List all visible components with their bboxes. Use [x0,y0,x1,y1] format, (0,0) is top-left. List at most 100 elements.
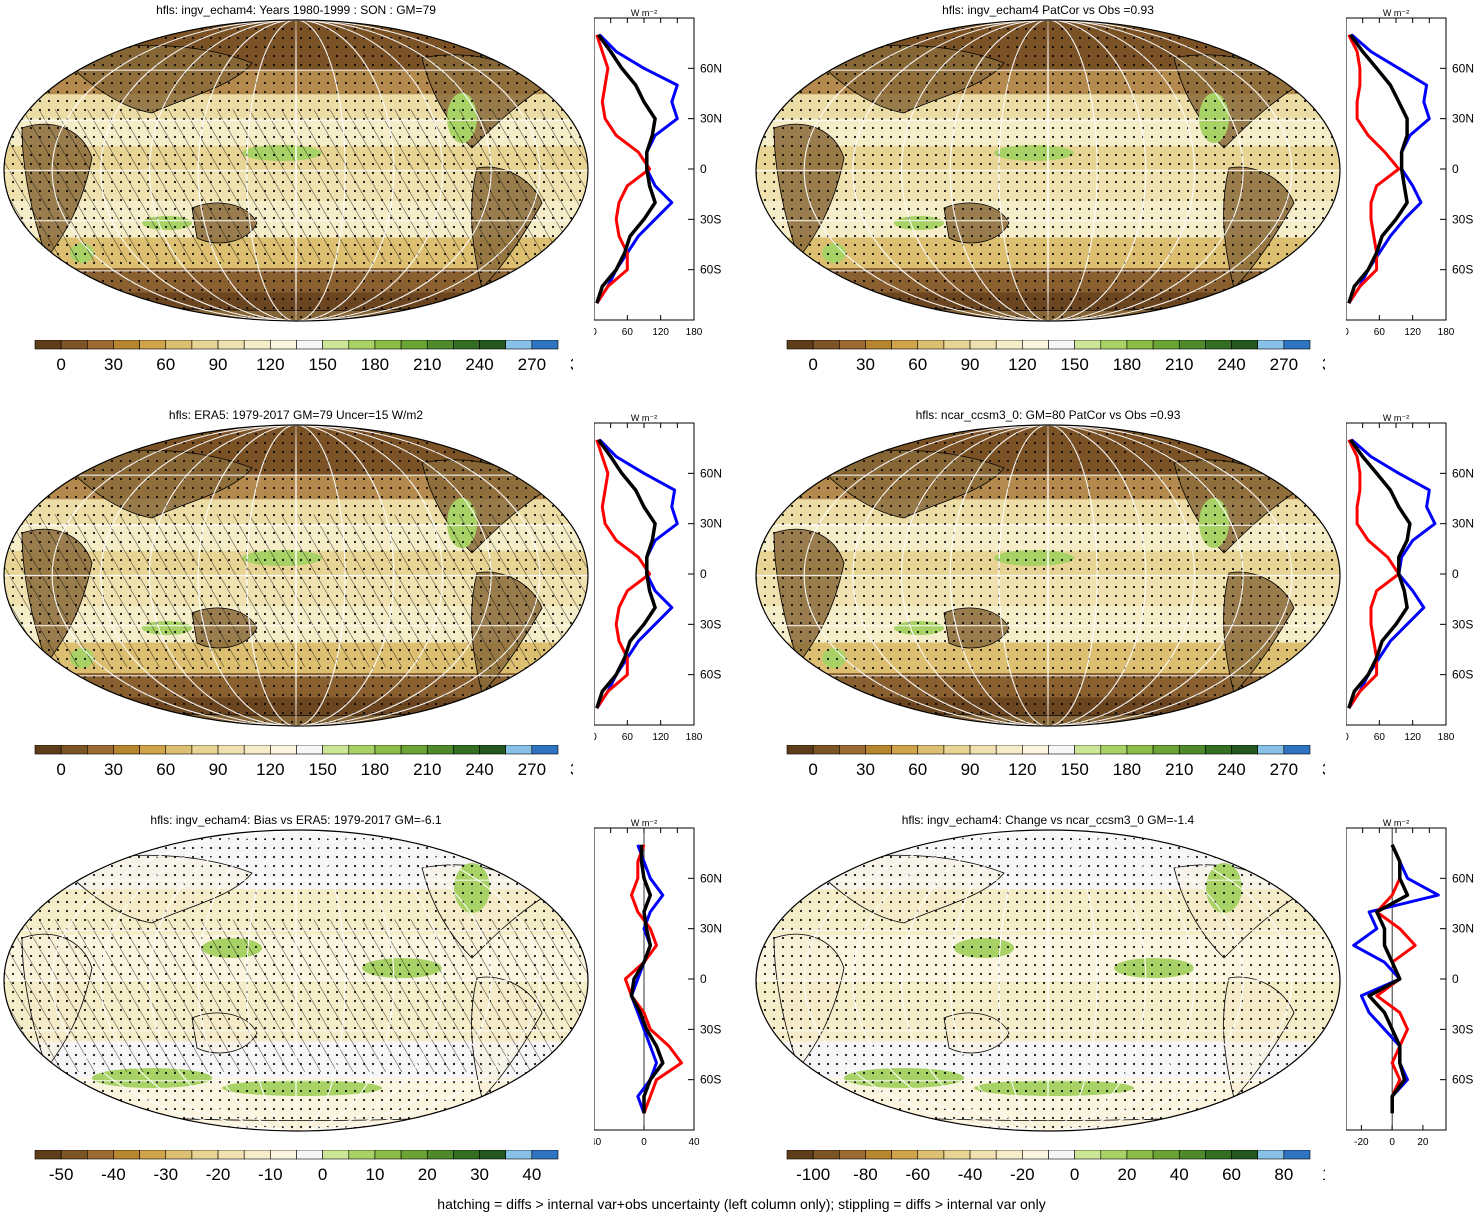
colorbar-label: 90 [209,355,228,374]
colorbar-swatch [838,744,866,755]
profile-line-red [1347,34,1401,305]
colorbar-swatch [426,339,454,350]
colorbar-swatch [60,1149,88,1160]
colorbar-swatch [865,1149,892,1160]
profile-line-black [629,844,665,1114]
colorbar-swatch [505,744,533,755]
latitude-tick-label: 30S [1452,1022,1473,1036]
colorbar-swatch [969,744,997,755]
profile-unit-label: W m⁻² [631,8,657,18]
colorbar-swatch [113,744,140,755]
colorbar-swatch [1257,339,1285,350]
colorbar-swatch [1100,744,1128,755]
figure-panel: hfls: ingv_echam4: Change vs ncar_ccsm3_… [752,810,1483,1210]
colorbar-swatch [374,1149,402,1160]
figure-panel: hfls: ingv_echam4 PatCor vs Obs =0.93 0 30… [752,0,1483,400]
latitude-tick-label: 60S [700,668,721,682]
latitude-tick-label: 30S [700,1022,721,1036]
colorbar-swatch [296,339,323,350]
latitude-tick-label: 0 [700,567,707,581]
colorbar-swatch [86,339,114,350]
colorbar-label: 30 [470,1165,489,1184]
colorbar-label: 210 [413,760,441,779]
colorbar-label: 300 [570,760,573,779]
colorbar-label: 180 [1113,355,1141,374]
colorbar-swatch [322,1149,350,1160]
robinson-map [755,424,1341,727]
colorbar-swatch [34,744,62,755]
profile-x-tick-label: 180 [1438,327,1455,338]
colorbar-swatch [348,339,376,350]
colorbar-swatch [243,339,271,350]
colorbar-swatch [217,744,245,755]
colorbar-label: 300 [570,355,573,374]
colorbar-label: 150 [1060,760,1088,779]
colorbar-swatch [1152,339,1180,350]
robinson-map [3,424,589,727]
colorbar-swatch [786,339,814,350]
latitude-tick-label: 60N [700,871,722,885]
colorbar-swatch [943,744,971,755]
profile-x-tick-label: 120 [1404,732,1421,743]
colorbar-swatch [139,744,167,755]
colorbar: 0 30 60 90 120 150 180 210 240 270 300 [30,339,598,390]
profile-x-tick-label: 0 [641,1137,647,1148]
colorbar-swatch [1178,1149,1206,1160]
figure-footnote: hatching = diffs > internal var+obs unce… [437,1196,1046,1212]
latitude-tick-label: 30S [700,212,721,226]
colorbar-label: 80 [1274,1165,1293,1184]
profile-unit-label: W m⁻² [631,413,657,423]
latitude-tick-label: 30N [1452,112,1474,126]
profile-line-blue [630,844,665,1114]
colorbar-swatch [400,744,428,755]
profile-x-tick-label: 120 [652,732,669,743]
colorbar-label: 120 [1008,355,1036,374]
colorbar-swatch [348,1149,376,1160]
colorbar-swatch [891,1149,919,1160]
colorbar-swatch [479,744,506,755]
profile-x-tick-label: 180 [686,327,703,338]
colorbar-label: 300 [1322,355,1325,374]
profile-x-tick-label: 120 [1404,327,1421,338]
robinson-map [3,19,589,322]
colorbar-swatch [786,1149,814,1160]
colorbar-label: -50 [49,1165,74,1184]
latitude-tick-label: 60N [1452,871,1474,885]
latitude-tick-label: 30S [1452,212,1473,226]
profile-x-tick-label: 0 [594,327,597,338]
profile-x-tick-label: 0 [594,732,597,743]
colorbar-label: 90 [209,760,228,779]
colorbar-swatch [917,339,945,350]
zonal-mean-profile: W m⁻² 60N 30N 0 30S 60S 0 60 120 180 [591,411,754,758]
latitude-tick-label: 0 [700,162,707,176]
colorbar-label: 20 [1117,1165,1136,1184]
latitude-tick-label: 30N [700,112,722,126]
colorbar-swatch [995,744,1023,755]
panel-title: hfls: ingv_echam4: Change vs ncar_ccsm3_… [901,813,1195,827]
colorbar-label: 150 [308,760,336,779]
latitude-tick-label: 30S [1452,617,1473,631]
colorbar-swatch [322,744,350,755]
colorbar-label: 300 [1322,760,1325,779]
colorbar-label: 210 [413,355,441,374]
colorbar-label: 180 [1113,760,1141,779]
colorbar-label: 240 [1217,760,1245,779]
colorbar-swatch [969,1149,997,1160]
colorbar-swatch [1022,1149,1049,1160]
profile-line-red [623,844,683,1114]
profile-line-red [1375,844,1417,1114]
colorbar-swatch [1205,1149,1232,1160]
colorbar-swatch [995,339,1023,350]
colorbar-swatch [917,744,945,755]
colorbar-label: 30 [856,355,875,374]
colorbar-label: 210 [1165,355,1193,374]
colorbar-label: 30 [104,760,123,779]
profile-x-tick-label: 180 [1438,732,1455,743]
profile-line-blue [595,33,679,305]
colorbar-swatch [1257,1149,1285,1160]
colorbar-label: 0 [318,1165,327,1184]
colorbar-label: 120 [256,355,284,374]
colorbar-swatch [34,1149,62,1160]
profile-unit-label: W m⁻² [1383,818,1409,828]
colorbar-swatch [1022,744,1049,755]
